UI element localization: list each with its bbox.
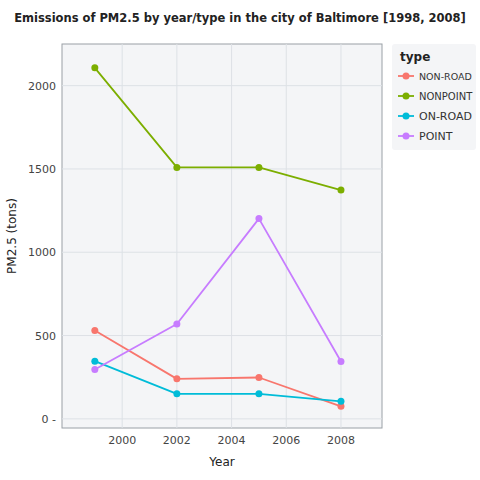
- series-line: [95, 331, 341, 407]
- grid-line-x: [176, 44, 177, 428]
- series: [91, 327, 344, 410]
- legend-box: [392, 44, 476, 150]
- x-axis-label: Year: [208, 455, 234, 469]
- tick-label-x: 2004: [218, 434, 246, 447]
- point: [91, 366, 98, 373]
- grid-line-x: [286, 44, 287, 428]
- tick-label-y: 1000: [28, 246, 56, 259]
- tick-label-x: 2000: [108, 434, 136, 447]
- point: [337, 187, 344, 194]
- point: [255, 164, 262, 171]
- plot: [91, 64, 344, 410]
- legend-label: NON-ROAD: [419, 71, 472, 82]
- series: [91, 64, 344, 193]
- tick-label-x: 2002: [163, 434, 191, 447]
- point: [255, 374, 262, 381]
- legend-title: type: [400, 50, 430, 64]
- tick-label-x: 2008: [327, 434, 355, 447]
- point: [173, 164, 180, 171]
- tick-label-y: 1500: [28, 163, 56, 176]
- point: [173, 390, 180, 397]
- legend-marker: [403, 113, 410, 120]
- tick-label-y: 0 -: [42, 413, 56, 426]
- point: [337, 398, 344, 405]
- grid-line-y: [62, 252, 382, 253]
- point: [91, 358, 98, 365]
- point: [173, 375, 180, 382]
- legend-label: NONPOINT: [419, 91, 473, 102]
- tick-label-x: 2006: [272, 434, 300, 447]
- legend-marker: [403, 73, 410, 80]
- grid: [62, 44, 382, 428]
- point: [255, 215, 262, 222]
- legend-label: ON-ROAD: [419, 110, 472, 123]
- grid-line-y: [62, 335, 382, 336]
- point: [173, 321, 180, 328]
- tick-label-y: 500: [35, 330, 56, 343]
- point: [91, 64, 98, 71]
- legend-label: POINT: [419, 130, 453, 143]
- grid-line-y: [62, 168, 382, 169]
- series-line: [95, 219, 341, 370]
- series-line: [95, 68, 341, 190]
- series: [91, 358, 344, 405]
- grid-line-x: [231, 44, 232, 428]
- point: [91, 327, 98, 334]
- tick-label-y: 2000: [28, 80, 56, 93]
- point: [337, 358, 344, 365]
- legend-marker: [403, 133, 410, 140]
- title: Emissions of PM2.5 by year/type in the c…: [14, 11, 466, 25]
- grid-line-x: [340, 44, 341, 428]
- grid-line-y: [62, 418, 382, 419]
- point: [255, 390, 262, 397]
- y-axis-label: PM2.5 (tons): [5, 198, 19, 274]
- chart: Emissions of PM2.5 by year/type in the c…: [0, 0, 480, 480]
- legend: type NON-ROAD NONPOINT ON-ROAD POINT: [392, 44, 476, 150]
- series: [91, 215, 344, 373]
- series-line: [95, 361, 341, 401]
- plot-area: [62, 44, 382, 428]
- legend-marker: [403, 93, 410, 100]
